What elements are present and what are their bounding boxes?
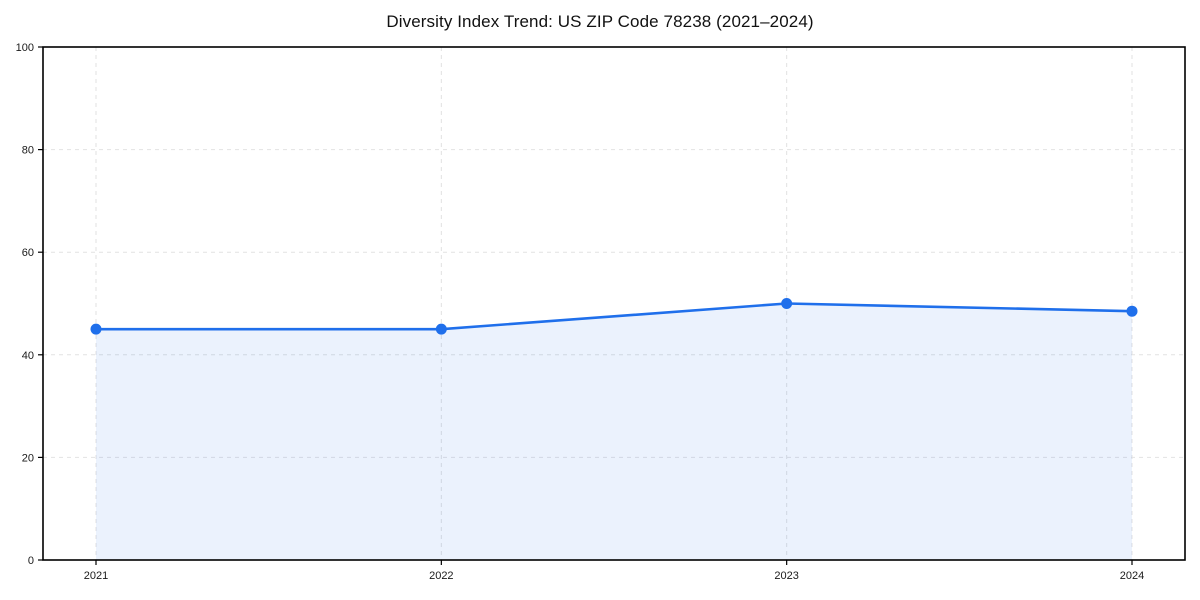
plot-border (42, 46, 1186, 561)
y-tick-label: 0 (28, 555, 34, 567)
data-point (90, 323, 102, 335)
y-tick-label: 100 (16, 42, 34, 54)
x-tick-label: 2022 (429, 570, 453, 582)
x-tick-label: 2023 (774, 570, 798, 582)
data-point (781, 298, 793, 309)
area-fill (96, 303, 1132, 560)
y-tick-label: 60 (22, 247, 34, 259)
x-tick-label: 2021 (84, 570, 108, 582)
trend-line (94, 302, 1134, 331)
y-tick-label: 80 (22, 145, 34, 157)
data-point (435, 323, 447, 335)
chart-title: Diversity Index Trend: US ZIP Code 78238… (386, 12, 814, 31)
data-point (1126, 305, 1138, 317)
x-tick-label: 2024 (1120, 570, 1144, 582)
y-tick-label: 40 (22, 350, 34, 362)
y-tick-label: 20 (22, 452, 34, 464)
